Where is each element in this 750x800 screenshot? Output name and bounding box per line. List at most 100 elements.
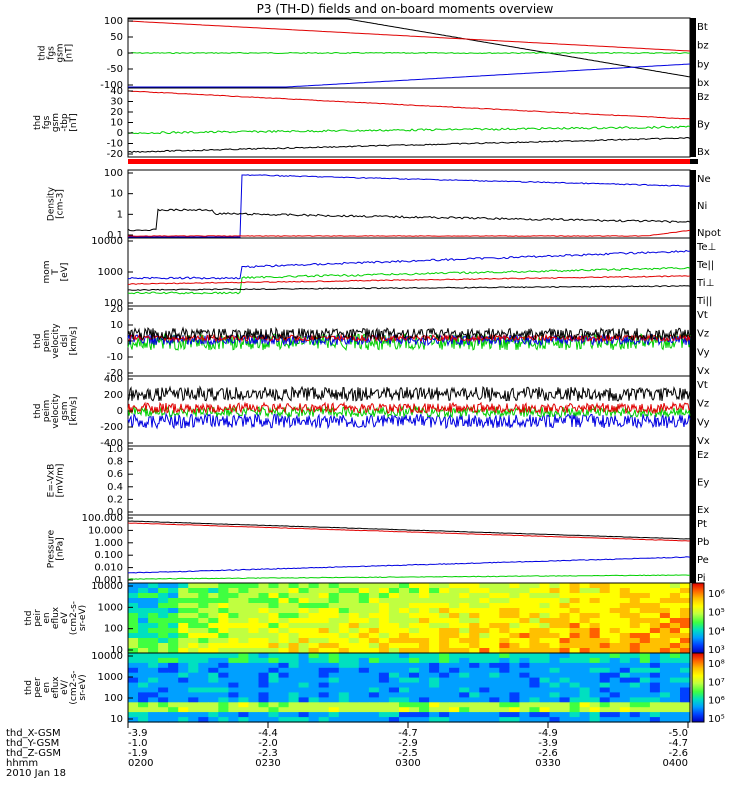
heatmap-cell <box>278 623 290 629</box>
heatmap-cell <box>338 603 350 609</box>
heatmap-cell <box>248 687 259 693</box>
heatmap-cell <box>298 717 310 723</box>
heatmap-cell <box>479 598 490 604</box>
heatmap-cell <box>519 593 530 599</box>
heatmap-cell <box>649 672 661 679</box>
heatmap-cell <box>409 638 420 644</box>
y-tick-label: 400 <box>104 374 123 385</box>
heatmap-cell <box>639 628 651 634</box>
heatmap-cell <box>228 608 239 614</box>
heatmap-cell <box>589 648 601 654</box>
heatmap-cell <box>198 608 209 614</box>
heatmap-cell <box>539 583 551 589</box>
heatmap-cell <box>138 672 149 679</box>
y-tick-label: 100 <box>104 16 123 27</box>
heatmap-cell <box>499 702 510 708</box>
heatmap-cell <box>158 628 169 634</box>
heatmap-cell <box>680 692 691 698</box>
heatmap-cell <box>128 648 139 654</box>
heatmap-cell <box>198 692 209 698</box>
heatmap-cell <box>439 588 450 594</box>
heatmap-cell <box>639 633 651 639</box>
heatmap-cell <box>439 583 450 589</box>
x-value: -4.9 <box>538 728 558 739</box>
heatmap-cell <box>328 662 340 669</box>
heatmap-cell <box>409 677 420 684</box>
heatmap-cell <box>669 618 681 624</box>
separator-band <box>128 159 690 164</box>
heatmap-cell <box>138 712 149 718</box>
heatmap-cell <box>378 628 390 634</box>
heatmap-cell <box>639 653 651 659</box>
x-value: -3.9 <box>538 738 558 749</box>
y-axis-label: sr-eV) <box>78 605 88 631</box>
heatmap-cell <box>298 613 310 619</box>
heatmap-cell <box>188 593 199 599</box>
heatmap-cell <box>228 643 239 649</box>
heatmap-cell <box>659 643 671 649</box>
heatmap-cell <box>308 583 320 589</box>
heatmap-cell <box>619 662 631 669</box>
heatmap-cell <box>559 588 571 594</box>
legend-vt: Vt <box>697 310 708 321</box>
heatmap-cell <box>439 712 450 718</box>
heatmap-cell <box>148 598 159 604</box>
heatmap-cell <box>298 702 310 708</box>
heatmap-cell <box>288 677 300 684</box>
x-value: 0330 <box>535 758 560 769</box>
heatmap-cell <box>298 667 310 674</box>
plot-frame <box>127 169 691 239</box>
heatmap-cell <box>649 687 661 693</box>
heatmap-cell <box>619 648 631 654</box>
heatmap-cell <box>148 643 159 649</box>
heatmap-cell <box>288 593 300 599</box>
heatmap-cell <box>459 603 470 609</box>
heatmap-cell <box>318 588 330 594</box>
heatmap-cell <box>358 697 370 703</box>
heatmap-cell <box>198 603 209 609</box>
y-axis-label: thd <box>33 115 43 130</box>
heatmap-cell <box>469 717 480 723</box>
heatmap-cell <box>318 638 330 644</box>
heatmap-cell <box>298 697 310 703</box>
heatmap-cell <box>409 598 420 604</box>
heatmap-cell <box>519 628 530 634</box>
heatmap-cell <box>228 687 239 693</box>
heatmap-cell <box>489 638 500 644</box>
heatmap-cell <box>449 643 460 649</box>
heatmap-cell <box>549 707 561 713</box>
heatmap-cell <box>519 707 530 713</box>
heatmap-cell <box>499 667 510 674</box>
heatmap-cell <box>429 638 440 644</box>
series-line-red <box>127 229 691 237</box>
heatmap-cell <box>368 667 380 674</box>
heatmap-cell <box>599 692 611 698</box>
heatmap-cell <box>278 593 290 599</box>
heatmap-cell <box>368 682 380 689</box>
heatmap-cell <box>549 603 561 609</box>
y-axis-label: T <box>51 269 61 276</box>
heatmap-cell <box>549 697 561 703</box>
x-value: 0200 <box>128 758 153 769</box>
heatmap-cell <box>368 707 380 713</box>
heatmap-cell <box>459 682 470 689</box>
heatmap-cell <box>338 682 350 689</box>
heatmap-cell <box>399 588 410 594</box>
heatmap-cell <box>459 677 470 684</box>
heatmap-cell <box>158 707 169 713</box>
heatmap-cell <box>459 588 470 594</box>
heatmap-cell <box>288 687 300 693</box>
heatmap-cell <box>208 583 219 589</box>
heatmap-cell <box>178 667 189 674</box>
heatmap-cell <box>188 702 199 708</box>
heatmap-cell <box>639 697 651 703</box>
heatmap-cell <box>348 613 360 619</box>
heatmap-cell <box>378 638 390 644</box>
legend-bt: Bt <box>697 22 708 33</box>
y-tick-label: -50 <box>107 64 123 75</box>
heatmap-cell <box>278 692 290 698</box>
legend-vy: Vy <box>697 417 710 428</box>
heatmap-cell <box>569 648 581 654</box>
heatmap-cell <box>419 598 430 604</box>
